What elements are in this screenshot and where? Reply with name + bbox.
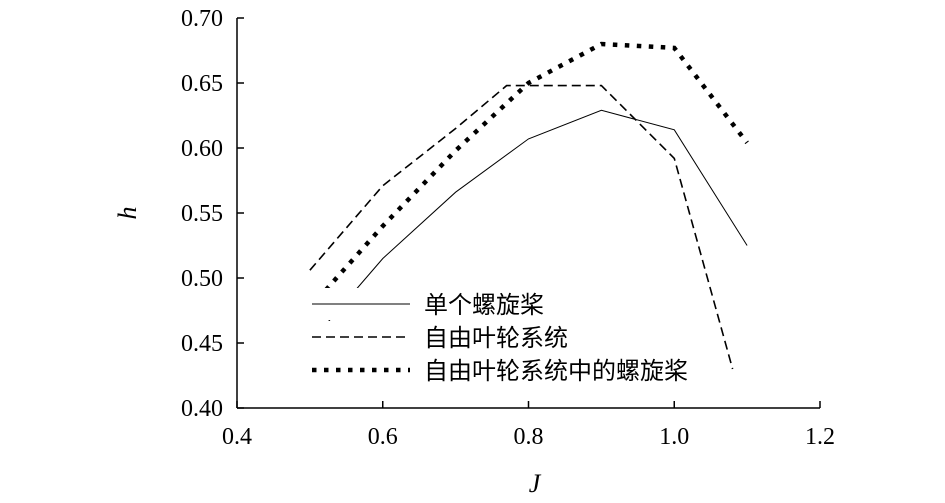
series-layer <box>308 41 749 370</box>
legend-label-1: 单个螺旋桨 <box>424 291 544 319</box>
legend-entry-background <box>308 354 690 386</box>
legend-label-2: 自由叶轮系统 <box>424 324 568 352</box>
y-tick-label: 0.40 <box>181 396 223 422</box>
y-tick-label: 0.65 <box>181 71 223 97</box>
x-tick-label: 0.4 <box>222 424 252 450</box>
series-line-2 <box>309 84 734 370</box>
x-axis-title: J <box>529 469 542 498</box>
x-ticks: 0.4 0.6 0.8 1.0 1.2 <box>222 401 835 450</box>
x-tick-label: 0.8 <box>514 424 544 450</box>
y-tick-label: 0.70 <box>181 6 223 32</box>
y-tick-label: 0.55 <box>181 201 223 227</box>
x-tick-label: 1.2 <box>805 424 835 450</box>
y-axis-title: h <box>113 207 142 220</box>
legend-label-3: 自由叶轮系统中的螺旋桨 <box>424 357 688 385</box>
y-tick-label: 0.45 <box>181 331 223 357</box>
legend-entry-background <box>308 321 570 353</box>
series-line-1 <box>309 109 748 344</box>
series-line-3 <box>308 41 749 310</box>
x-tick-label: 1.0 <box>659 424 689 450</box>
y-ticks: 0.40 0.45 0.50 0.55 0.60 0.65 0.70 <box>181 6 244 422</box>
y-tick-label: 0.50 <box>181 266 223 292</box>
x-tick-label: 0.6 <box>368 424 398 450</box>
y-tick-label: 0.60 <box>181 136 223 162</box>
